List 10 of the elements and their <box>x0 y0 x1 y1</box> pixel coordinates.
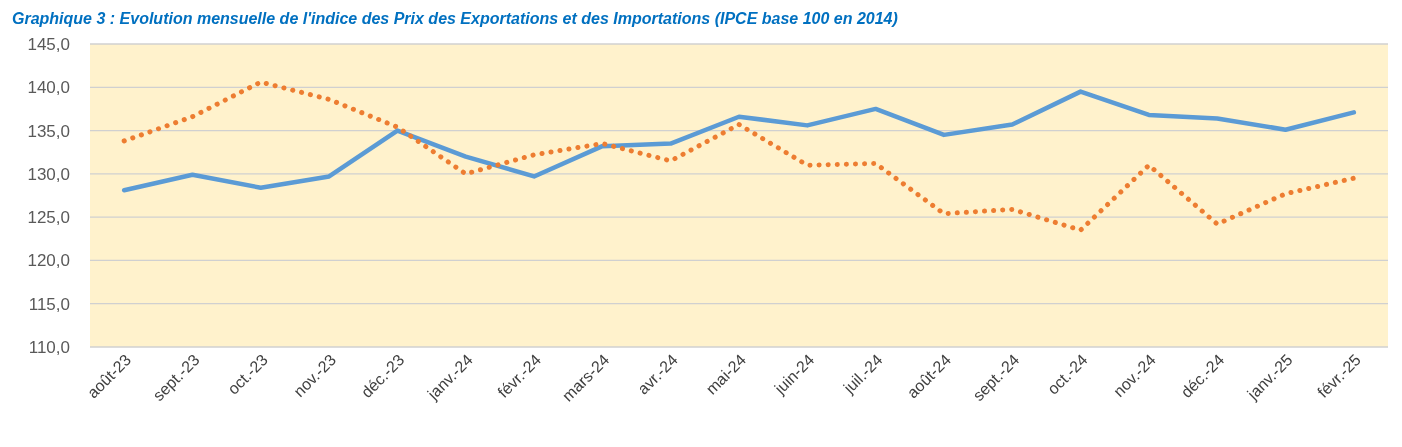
chart-title: Graphique 3 : Evolution mensuelle de l'indice des Prix des Exportations et des Importations (IPCE base 100 en 2014) <box>12 10 898 27</box>
y-tick-label: 120,0 <box>27 251 70 271</box>
y-tick-label: 110,0 <box>28 337 70 357</box>
y-tick-label: 135,0 <box>27 121 70 141</box>
y-tick-label: 125,0 <box>27 208 70 228</box>
line-series <box>121 89 1357 193</box>
y-tick-label: 145,0 <box>27 34 70 54</box>
y-tick-label: 130,0 <box>27 164 70 184</box>
y-tick-label: 140,0 <box>27 78 70 98</box>
y-tick-label: 115,0 <box>28 294 70 314</box>
